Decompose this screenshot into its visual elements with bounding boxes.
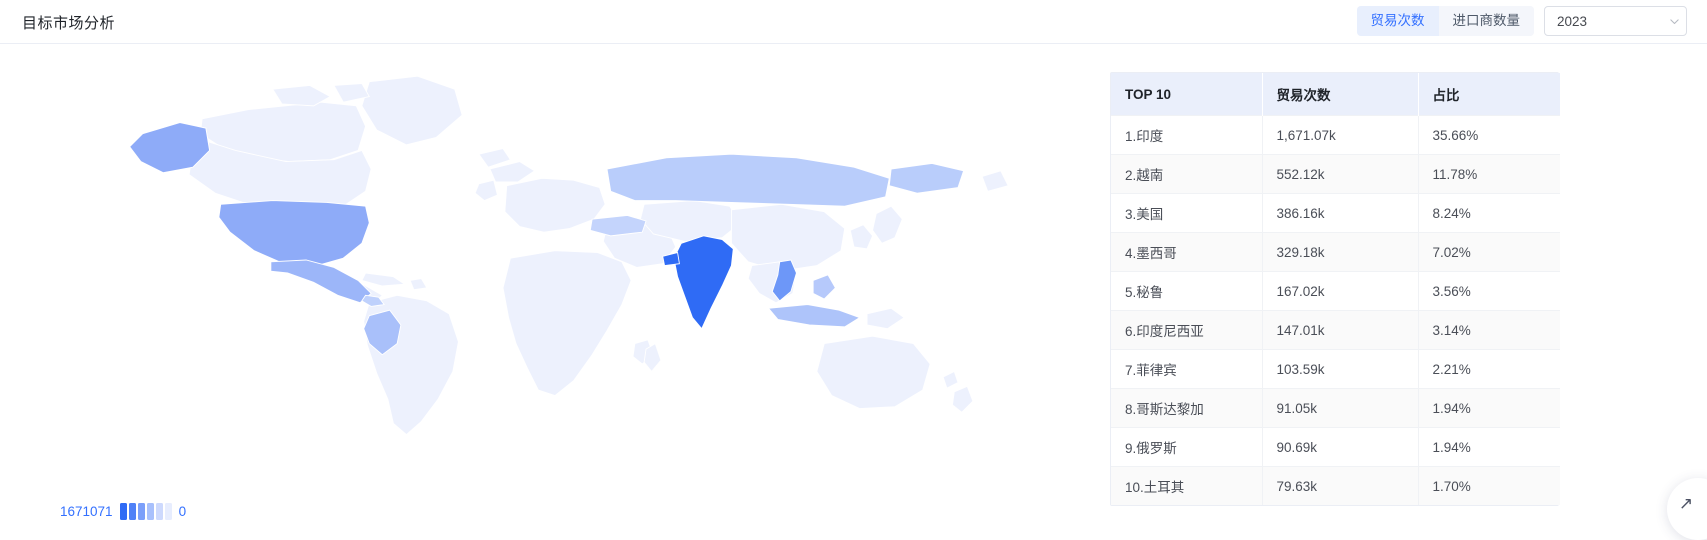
cell-value: 552.12k <box>1262 154 1419 194</box>
cell-value: 91.05k <box>1262 388 1419 428</box>
table-header-row: TOP 10 贸易次数 占比 <box>1111 73 1560 116</box>
year-select-value: 2023 <box>1557 13 1588 29</box>
cell-value: 103.59k <box>1262 349 1419 389</box>
year-select[interactable]: 2023 <box>1544 6 1687 36</box>
table-row[interactable]: 7.菲律宾 103.59k 2.21% <box>1111 349 1560 389</box>
cell-rank: 8.哥斯达黎加 <box>1111 388 1263 428</box>
column-header-rank[interactable]: TOP 10 <box>1111 73 1263 116</box>
table-row[interactable]: 5.秘鲁 167.02k 3.56% <box>1111 271 1560 311</box>
cell-share: 1.94% <box>1418 388 1560 428</box>
world-choropleth-map[interactable] <box>60 65 1050 455</box>
page-title: 目标市场分析 <box>22 15 116 32</box>
cell-rank: 4.墨西哥 <box>1111 232 1263 272</box>
map-country-usa[interactable] <box>130 123 370 266</box>
cell-share: 35.66% <box>1418 115 1560 155</box>
map-color-legend: 1671071 0 <box>60 503 186 520</box>
table-row[interactable]: 9.俄罗斯 90.69k 1.94% <box>1111 427 1560 467</box>
map-country-costa-rica[interactable] <box>362 295 384 306</box>
cell-share: 7.02% <box>1418 232 1560 272</box>
page-header: 目标市场分析 贸易次数 进口商数量 2023 <box>0 0 1707 44</box>
cell-share: 3.14% <box>1418 310 1560 350</box>
table-row[interactable]: 3.美国 386.16k 8.24% <box>1111 193 1560 233</box>
cell-share: 11.78% <box>1418 154 1560 194</box>
map-land-base <box>130 76 1008 434</box>
top10-table: TOP 10 贸易次数 占比 1.印度 1,671.07k 35.66% 2.越… <box>1110 72 1560 506</box>
legend-swatches <box>119 503 172 520</box>
cell-rank: 7.菲律宾 <box>1111 349 1263 389</box>
map-country-turkey[interactable] <box>590 215 646 235</box>
cell-value: 79.63k <box>1262 466 1419 505</box>
table-row[interactable]: 6.印度尼西亚 147.01k 3.14% <box>1111 310 1560 350</box>
cell-value: 167.02k <box>1262 271 1419 311</box>
cell-value: 90.69k <box>1262 427 1419 467</box>
column-header-value[interactable]: 贸易次数 <box>1262 73 1419 116</box>
cell-share: 8.24% <box>1418 193 1560 233</box>
cell-share: 1.70% <box>1418 466 1560 505</box>
cell-rank: 5.秘鲁 <box>1111 271 1263 311</box>
cell-rank: 2.越南 <box>1111 154 1263 194</box>
table-head: TOP 10 贸易次数 占比 <box>1111 73 1560 116</box>
metric-toggle-group: 贸易次数 进口商数量 <box>1356 6 1534 36</box>
legend-swatch-5 <box>155 503 163 520</box>
map-country-peru[interactable] <box>364 310 401 355</box>
fab-glyph: ↗ <box>1678 493 1694 513</box>
header-controls: 贸易次数 进口商数量 2023 <box>1356 6 1687 36</box>
cell-rank: 10.土耳其 <box>1111 466 1263 505</box>
cell-value: 147.01k <box>1262 310 1419 350</box>
table-row[interactable]: 8.哥斯达黎加 91.05k 1.94% <box>1111 388 1560 428</box>
column-header-share[interactable]: 占比 <box>1418 73 1560 116</box>
top10-table-element: TOP 10 贸易次数 占比 1.印度 1,671.07k 35.66% 2.越… <box>1111 73 1560 505</box>
cell-rank: 9.俄罗斯 <box>1111 427 1263 467</box>
map-country-russia[interactable] <box>607 154 964 206</box>
cell-share: 1.94% <box>1418 427 1560 467</box>
cell-value: 386.16k <box>1262 193 1419 233</box>
chevron-down-icon <box>1662 7 1686 35</box>
cell-value: 329.18k <box>1262 232 1419 272</box>
legend-swatch-2 <box>128 503 136 520</box>
legend-swatch-1 <box>119 503 127 520</box>
map-country-philippines[interactable] <box>813 275 835 299</box>
map-country-indonesia[interactable] <box>769 305 860 327</box>
cell-share: 2.21% <box>1418 349 1560 389</box>
legend-swatch-4 <box>146 503 154 520</box>
arrow-up-right-icon[interactable]: ↗ <box>1667 478 1707 540</box>
table-body: 1.印度 1,671.07k 35.66% 2.越南 552.12k 11.78… <box>1111 115 1560 505</box>
cell-rank: 1.印度 <box>1111 115 1263 155</box>
cell-rank: 3.美国 <box>1111 193 1263 233</box>
world-map-panel[interactable]: 1671071 0 <box>0 45 1100 522</box>
metric-toggle-importer-count[interactable]: 进口商数量 <box>1438 6 1534 36</box>
legend-min-value: 0 <box>178 504 187 519</box>
cell-value: 1,671.07k <box>1262 115 1419 155</box>
legend-swatch-3 <box>137 503 145 520</box>
table-row[interactable]: 10.土耳其 79.63k 1.70% <box>1111 466 1560 505</box>
map-country-vietnam[interactable] <box>772 260 796 301</box>
table-row[interactable]: 2.越南 552.12k 11.78% <box>1111 154 1560 194</box>
map-country-india[interactable] <box>663 236 734 329</box>
table-row[interactable]: 4.墨西哥 329.18k 7.02% <box>1111 232 1560 272</box>
legend-swatch-6 <box>164 503 172 520</box>
legend-max-value: 1671071 <box>60 504 113 519</box>
metric-toggle-trade-count[interactable]: 贸易次数 <box>1356 6 1439 36</box>
map-country-mexico[interactable] <box>271 260 371 303</box>
cell-share: 3.56% <box>1418 271 1560 311</box>
table-row[interactable]: 1.印度 1,671.07k 35.66% <box>1111 115 1560 155</box>
cell-rank: 6.印度尼西亚 <box>1111 310 1263 350</box>
